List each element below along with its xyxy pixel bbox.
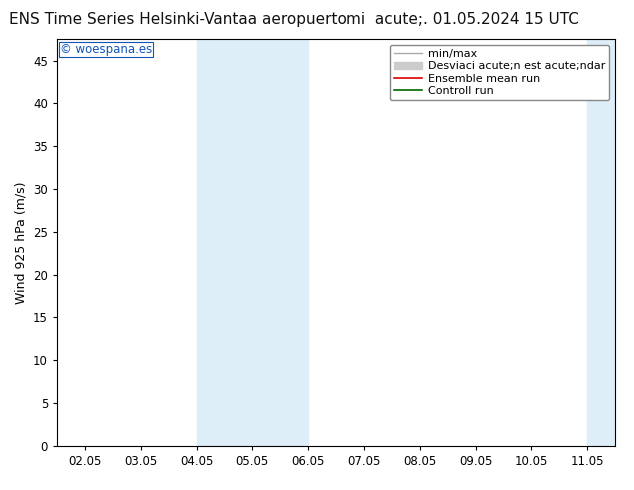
- Bar: [197, 39, 252, 446]
- Bar: [252, 39, 308, 446]
- Text: © woespana.es: © woespana.es: [60, 43, 152, 56]
- Text: ENS Time Series Helsinki-Vantaa aeropuerto: ENS Time Series Helsinki-Vantaa aeropuer…: [9, 12, 346, 27]
- Y-axis label: Wind 925 hPa (m/s): Wind 925 hPa (m/s): [15, 181, 28, 304]
- Legend: min/max, Desviaci acute;n est acute;ndar, Ensemble mean run, Controll run: min/max, Desviaci acute;n est acute;ndar…: [390, 45, 609, 100]
- Text: mi  acute;. 01.05.2024 15 UTC: mi acute;. 01.05.2024 15 UTC: [346, 12, 579, 27]
- Bar: [587, 39, 634, 446]
